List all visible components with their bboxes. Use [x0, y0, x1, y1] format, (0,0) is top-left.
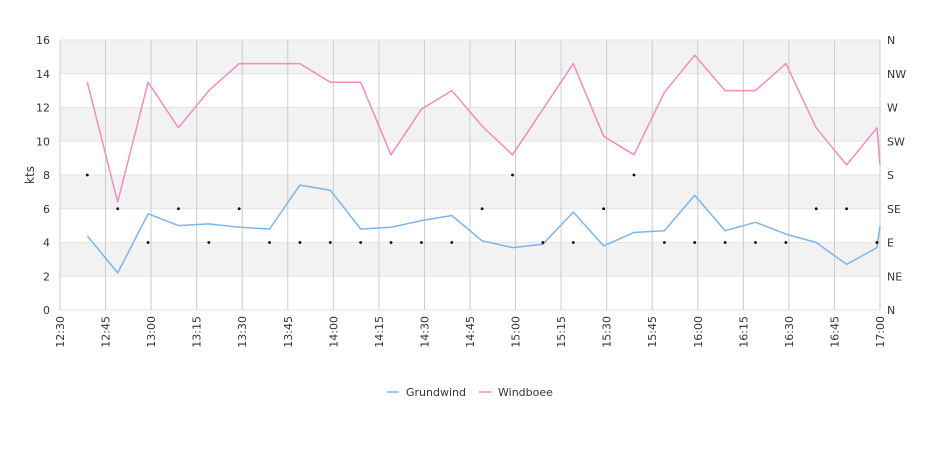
direction-point: [875, 241, 879, 244]
x-tick-label: 12:30: [54, 316, 67, 348]
y-tick-label: 4: [43, 237, 50, 250]
direction-point: [237, 207, 241, 211]
direction-point: [359, 241, 363, 244]
y-tick-label: 6: [43, 203, 50, 216]
legend-label: Windboee: [498, 386, 553, 399]
direction-point: [177, 207, 180, 211]
vertical-gridlines: [59, 40, 881, 310]
y-tick-label: 16: [36, 34, 50, 47]
x-tick-label: 13:00: [145, 316, 158, 348]
legend: Grundwind Windboee: [387, 386, 553, 399]
y-axis-right: N NE E SE S SW W NW N: [887, 34, 906, 317]
x-tick-label: 13:30: [236, 316, 249, 348]
direction-point: [814, 207, 818, 211]
legend-label: Grundwind: [406, 386, 466, 399]
x-tick-label: 12:45: [100, 316, 113, 348]
direction-point: [784, 241, 788, 244]
direction-tick-label: W: [887, 102, 898, 115]
direction-tick-label: SW: [887, 135, 905, 148]
direction-point: [389, 241, 393, 244]
x-tick-label: 15:30: [601, 316, 614, 348]
x-tick-label: 17:00: [874, 316, 887, 348]
direction-point: [693, 241, 697, 244]
x-tick-label: 16:00: [692, 316, 705, 348]
x-tick-label: 13:15: [191, 316, 204, 348]
x-tick-label: 14:45: [464, 316, 477, 348]
x-tick-label: 15:45: [646, 316, 659, 348]
y-tick-label: 2: [43, 270, 50, 283]
direction-point: [450, 241, 454, 244]
series-line-grundwind: [86, 184, 881, 274]
direction-tick-label: SE: [887, 203, 901, 216]
direction-point: [85, 173, 89, 177]
direction-point: [541, 241, 545, 244]
x-tick-label: 15:15: [555, 316, 568, 348]
direction-tick-label: N: [887, 34, 895, 47]
direction-point: [298, 241, 302, 244]
direction-point: [571, 241, 575, 244]
direction-point: [845, 207, 848, 211]
x-tick-label: 14:30: [418, 316, 431, 348]
direction-point: [480, 207, 484, 211]
direction-point: [632, 173, 636, 177]
direction-tick-label: N: [887, 304, 895, 317]
direction-point: [420, 241, 423, 244]
x-tick-label: 16:45: [828, 316, 841, 348]
direction-point: [328, 241, 332, 244]
y-axis-title: kts: [23, 166, 37, 184]
x-tick-label: 16:30: [783, 316, 796, 348]
series-lines: [86, 54, 881, 274]
direction-point: [602, 207, 606, 211]
direction-point: [723, 241, 727, 244]
direction-point: [146, 241, 150, 244]
direction-tick-label: E: [887, 237, 894, 250]
y-tick-label: 12: [36, 102, 50, 115]
direction-point: [207, 241, 211, 244]
x-axis: 12:30 12:45 13:00 13:15 13:30 13:45 14:00 14:15…: [54, 316, 887, 348]
x-tick-label: 14:00: [327, 316, 340, 348]
direction-tick-label: NE: [887, 270, 902, 283]
x-tick-label: 15:00: [510, 316, 523, 348]
legend-item-windboee[interactable]: Windboee: [479, 386, 553, 399]
direction-point: [662, 241, 666, 244]
x-tick-label: 14:15: [373, 316, 386, 348]
direction-point: [268, 241, 271, 244]
series-line-windboee: [86, 54, 881, 203]
direction-tick-label: S: [887, 169, 894, 182]
y-tick-label: 10: [36, 135, 50, 148]
y-tick-label: 0: [43, 304, 50, 317]
y-axis-left: 0 2 4 6 8 10 12 14 16: [36, 34, 50, 317]
direction-points: [85, 173, 879, 244]
y-tick-label: 8: [43, 169, 50, 182]
y-tick-label: 14: [36, 68, 50, 81]
legend-item-grundwind[interactable]: Grundwind: [387, 386, 466, 399]
direction-point: [116, 207, 120, 211]
x-tick-label: 13:45: [282, 316, 295, 348]
direction-tick-label: NW: [887, 68, 906, 81]
direction-point: [754, 241, 757, 244]
direction-point: [511, 173, 514, 177]
x-tick-label: 16:15: [737, 316, 750, 348]
